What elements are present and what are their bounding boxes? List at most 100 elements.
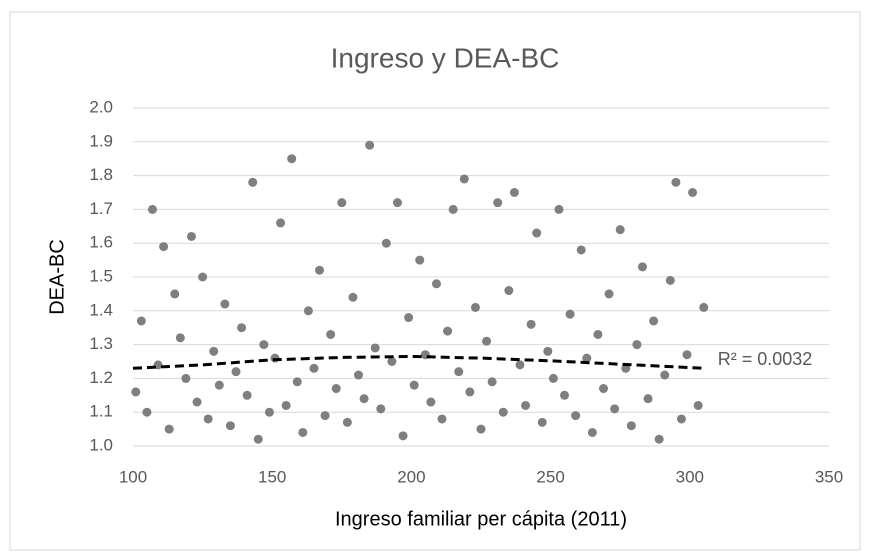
- point: [276, 218, 286, 228]
- point: [203, 414, 213, 424]
- point: [665, 275, 675, 285]
- point: [315, 265, 325, 275]
- y-tick-label: 1.5: [89, 266, 113, 285]
- point: [682, 350, 692, 360]
- chart-title: Ingreso y DEA-BC: [331, 42, 560, 73]
- point: [376, 404, 386, 414]
- y-tick-label: 1.2: [89, 368, 113, 387]
- point: [404, 313, 414, 323]
- point: [532, 228, 542, 238]
- point: [593, 329, 603, 339]
- point: [537, 417, 547, 427]
- y-tick-label: 1.6: [89, 233, 113, 252]
- point: [699, 302, 709, 312]
- x-axis-label: Ingreso familiar per cápita (2011): [335, 508, 627, 530]
- point: [676, 414, 686, 424]
- point: [649, 316, 659, 326]
- point: [136, 316, 146, 326]
- point: [281, 400, 291, 410]
- point: [465, 387, 475, 397]
- point: [443, 326, 453, 336]
- point: [198, 272, 208, 282]
- point: [142, 407, 152, 417]
- point: [237, 323, 247, 333]
- y-tick-label: 1.4: [89, 300, 113, 319]
- point: [693, 400, 703, 410]
- point: [504, 286, 514, 296]
- point: [409, 380, 419, 390]
- point: [159, 242, 169, 252]
- point: [253, 434, 263, 444]
- point: [287, 154, 297, 164]
- point: [175, 333, 185, 343]
- point: [381, 238, 391, 248]
- point: [292, 377, 302, 387]
- trendline: [132, 354, 704, 370]
- point: [476, 424, 486, 434]
- point: [192, 397, 202, 407]
- point: [626, 421, 636, 431]
- x-tick-label: 200: [397, 467, 425, 486]
- point: [342, 417, 352, 427]
- y-tick-label: 1.3: [89, 334, 113, 353]
- point: [181, 373, 191, 383]
- point: [214, 380, 224, 390]
- point: [598, 384, 608, 394]
- point: [571, 411, 581, 421]
- point: [264, 407, 274, 417]
- y-tick-label: 1.7: [89, 199, 113, 218]
- point: [554, 204, 564, 214]
- point: [259, 340, 269, 350]
- point: [387, 357, 397, 366]
- point: [370, 343, 380, 353]
- point: [610, 404, 620, 414]
- point: [298, 427, 308, 437]
- point: [320, 411, 330, 421]
- y-tick-label: 1.1: [89, 402, 113, 421]
- point: [521, 400, 531, 410]
- point: [392, 198, 402, 208]
- point: [482, 336, 492, 346]
- point: [326, 329, 336, 339]
- point: [654, 434, 664, 444]
- point: [454, 367, 464, 377]
- point: [660, 370, 670, 380]
- point: [604, 289, 614, 299]
- point: [186, 231, 196, 241]
- point: [576, 245, 586, 255]
- point: [515, 360, 525, 370]
- point: [242, 390, 252, 400]
- point: [565, 309, 575, 319]
- point: [526, 319, 536, 329]
- point: [348, 292, 358, 302]
- point: [548, 373, 558, 383]
- x-tick-label: 300: [676, 467, 704, 486]
- point: [147, 204, 157, 214]
- point: [431, 279, 441, 289]
- point: [671, 177, 681, 187]
- point: [209, 346, 219, 356]
- point: [615, 225, 625, 235]
- point: [303, 306, 313, 316]
- point: [582, 353, 592, 363]
- point: [398, 431, 408, 441]
- point: [231, 367, 241, 377]
- point: [643, 394, 653, 404]
- point: [309, 363, 319, 373]
- point: [470, 302, 480, 312]
- point: [587, 427, 597, 437]
- point: [688, 188, 698, 197]
- point: [632, 340, 642, 350]
- point: [170, 289, 180, 299]
- point: [225, 421, 235, 431]
- point: [543, 346, 553, 356]
- point: [365, 140, 375, 150]
- x-tick-label: 350: [815, 467, 843, 486]
- point: [498, 407, 508, 417]
- point: [359, 394, 369, 404]
- trendline-label: R² = 0.0032: [718, 349, 813, 369]
- y-tick-label: 2.0: [89, 97, 113, 116]
- x-tick-label: 150: [258, 467, 286, 486]
- point: [560, 390, 570, 400]
